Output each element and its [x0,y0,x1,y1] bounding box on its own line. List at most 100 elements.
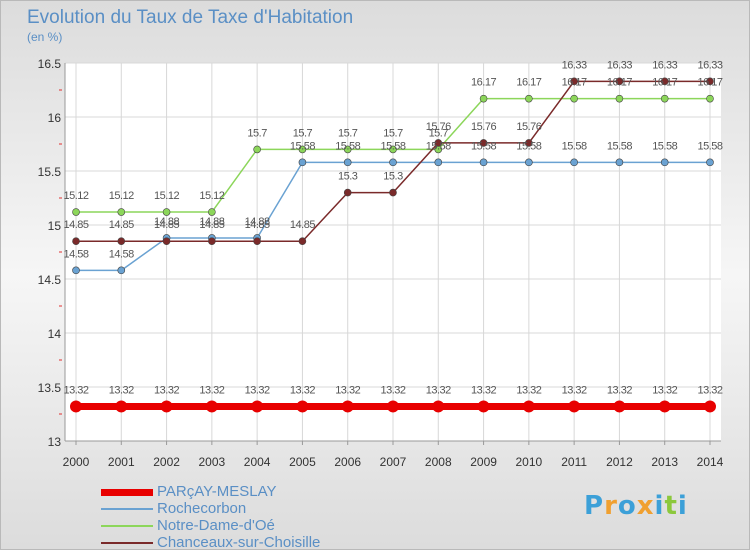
x-tick-label: 2005 [289,455,316,469]
data-label: 15.3 [383,171,403,183]
y-tick-label: 13.5 [38,381,62,395]
data-point [387,400,399,413]
data-label: 13.32 [426,384,451,396]
data-point [479,94,488,103]
x-tick-label: 2010 [516,455,543,469]
data-point [479,158,488,167]
data-point [706,77,714,86]
data-point [70,400,82,413]
data-point [208,237,216,245]
data-point [525,158,533,167]
data-point [658,400,671,413]
data-label: 15.58 [607,140,632,152]
data-label: 13.32 [199,384,224,396]
data-label: 14.85 [199,219,224,231]
data-point [208,208,216,216]
data-point [117,266,126,275]
legend-item: Notre-Dame-d'Oé [101,517,401,534]
y-tick-label: 16 [48,111,62,125]
data-label: 16.17 [607,77,632,89]
data-label: 14.58 [109,248,134,260]
legend-item: Rochecorbon [101,500,401,517]
data-label: 16.17 [471,77,496,89]
data-label: 16.17 [516,77,541,89]
data-point [205,400,218,413]
data-point [660,158,669,167]
logo-letter: i [654,491,665,521]
data-label: 13.32 [697,384,722,396]
data-label: 13.32 [109,384,134,396]
logo-letter: x [636,491,655,521]
legend-swatch [101,542,153,544]
x-tick-label: 2009 [470,455,497,469]
y-tick-label: 14 [48,327,62,341]
data-point [660,94,669,103]
data-point [72,208,80,216]
legend-swatch [101,488,153,496]
data-label: 15.7 [293,127,313,139]
data-label: 16.17 [652,77,677,89]
data-point [477,400,490,413]
chart-unit: (en %) [27,30,63,44]
data-point [341,400,354,413]
y-tick-label: 15.5 [38,165,62,179]
logo-letter: i [677,491,688,521]
data-point [117,208,126,216]
data-label: 13.32 [607,384,632,396]
legend-label: Notre-Dame-d'Oé [157,517,275,534]
data-point [615,77,624,86]
data-point [525,139,533,147]
data-label: 13.32 [335,384,360,396]
x-tick-label: 2007 [380,455,407,469]
data-point [522,400,535,413]
data-point [389,158,397,167]
data-point [115,400,128,413]
data-label: 14.58 [63,248,88,260]
data-label: 13.32 [516,384,541,396]
y-tick-label: 16.5 [38,57,62,71]
data-point [660,77,669,86]
data-label: 15.12 [199,190,224,202]
data-point [615,158,624,167]
data-point [615,94,624,103]
data-point [434,158,443,167]
data-label: 16.33 [697,59,722,71]
data-label: 14.85 [245,219,270,231]
data-label: 15.76 [471,121,496,133]
data-point [162,208,171,216]
data-label: 16.33 [562,59,587,71]
data-label: 15.58 [697,140,722,152]
data-label: 14.85 [154,219,179,231]
data-label: 15.7 [383,127,403,139]
data-point [160,400,173,413]
x-tick-label: 2000 [63,455,90,469]
data-point [298,158,307,167]
x-tick-label: 2001 [108,455,135,469]
data-label: 15.7 [247,127,267,139]
data-label: 14.88 [154,216,179,228]
data-point [568,400,581,413]
logo-letter: P [584,491,605,521]
y-tick-label: 13 [48,435,62,449]
data-label: 13.32 [154,384,179,396]
data-point [72,266,80,275]
data-label: 15.58 [652,140,677,152]
logo-letter: o [617,491,637,521]
data-label: 16.33 [607,59,632,71]
data-label: 13.32 [290,384,315,396]
data-label: 13.32 [471,384,496,396]
data-label: 15.58 [380,140,405,152]
data-point [343,145,352,154]
data-label: 15.58 [562,140,587,152]
legend-item: Chanceaux-sur-Choisille [101,534,401,549]
data-label: 15.76 [426,121,451,133]
data-point [613,400,626,413]
legend-swatch [101,508,153,510]
data-label: 15.12 [154,190,179,202]
data-label: 13.32 [380,384,405,396]
data-point [251,400,264,413]
data-point [479,139,488,147]
data-point [298,145,307,154]
x-tick-label: 2012 [606,455,633,469]
